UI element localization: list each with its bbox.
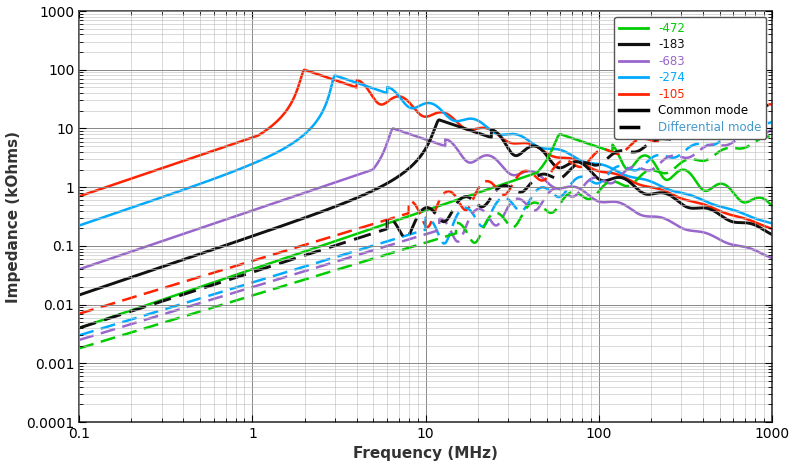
- Y-axis label: Impedance (kOhms): Impedance (kOhms): [6, 131, 21, 303]
- X-axis label: Frequency (MHz): Frequency (MHz): [353, 446, 498, 461]
- Legend: -472, -183, -683, -274, -105, Common mode, Differential mode: -472, -183, -683, -274, -105, Common mod…: [615, 17, 766, 139]
